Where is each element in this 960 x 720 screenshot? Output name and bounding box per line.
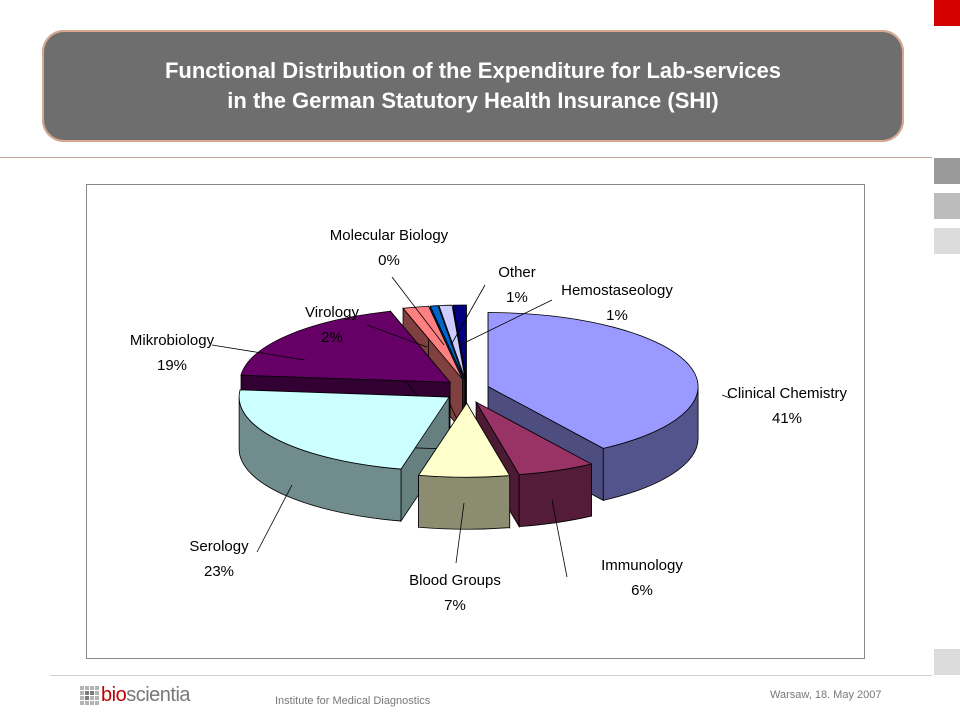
pie-labels: Clinical Chemistry 41% Immunology 6% Blood G… xyxy=(130,227,848,614)
side-square-1 xyxy=(934,158,960,184)
slice-value-virology: 2% xyxy=(321,329,343,346)
leader-line-immunology xyxy=(551,499,568,578)
chart-frame: Clinical Chemistry 41% Immunology 6% Blood G… xyxy=(86,184,865,659)
slice-value-blood-groups: 7% xyxy=(444,597,466,614)
slice-label-serology: Serology xyxy=(189,538,249,555)
pie-slice-clinical-chemistry xyxy=(487,312,699,449)
pie-slice-molecular-biology xyxy=(429,305,465,380)
institute-name: Institute for Medical Diagnostics xyxy=(275,695,431,707)
slice-label-blood-groups: Blood Groups xyxy=(409,572,501,589)
leader-line-clinical-chemistry xyxy=(721,394,731,399)
pie-tops xyxy=(238,304,699,478)
leader-line-virology xyxy=(366,324,428,348)
pie-slice-virology xyxy=(402,305,463,380)
leader-line-blood-groups xyxy=(455,502,465,564)
slice-value-hemostaseology: 1% xyxy=(606,307,628,324)
title-line-1: Functional Distribution of the Expenditu… xyxy=(164,58,782,83)
slice-value-serology: 23% xyxy=(204,563,234,580)
pie-slice-serology xyxy=(238,389,450,470)
pie-side-blood-groups-0 xyxy=(418,474,511,530)
slice-label-immunology: Immunology xyxy=(601,557,683,574)
slice-label-clinical-chemistry: Clinical Chemistry xyxy=(727,385,848,402)
leader-line-other xyxy=(450,284,486,346)
footer-divider xyxy=(50,675,932,676)
side-square-2 xyxy=(934,193,960,219)
title-line-2: in the German Statutory Health Insurance… xyxy=(227,88,719,113)
side-square-3 xyxy=(934,228,960,254)
slice-label-hemostaseology: Hemostaseology xyxy=(561,282,673,299)
slice-label-other: Other xyxy=(498,264,536,281)
place-date: Warsaw, 18. May 2007 xyxy=(770,689,882,701)
pie-chart: Clinical Chemistry 41% Immunology 6% Blood G… xyxy=(130,227,848,614)
leader-line-mikrobiology xyxy=(211,344,306,361)
slice-value-clinical-chemistry: 41% xyxy=(772,410,802,427)
logo-text: bioscientia xyxy=(101,684,191,706)
leader-line-molecular-biology xyxy=(391,276,445,346)
side-square-bottom xyxy=(934,649,960,675)
slice-value-molecular-biology: 0% xyxy=(378,252,400,269)
accent-corner-square xyxy=(934,0,960,26)
slice-label-molecular-biology: Molecular Biology xyxy=(330,227,449,244)
leader-line-serology xyxy=(256,484,293,553)
pie-slice-blood-groups xyxy=(417,402,511,478)
slice-label-virology: Virology xyxy=(305,304,359,321)
slice-value-mikrobiology: 19% xyxy=(157,357,187,374)
title-banner: Functional Distribution of the Expenditu… xyxy=(42,30,904,142)
pie-slice-other xyxy=(438,304,466,380)
slice-value-other: 1% xyxy=(506,289,528,306)
logo-mark-icon xyxy=(80,686,99,705)
pie-slice-immunology xyxy=(475,401,593,476)
header-divider xyxy=(0,157,932,158)
slice-label-mikrobiology: Mikrobiology xyxy=(130,332,215,349)
leader-line-hemostaseology xyxy=(459,299,553,346)
slice-value-immunology: 6% xyxy=(631,582,653,599)
bioscientia-logo: bioscientia xyxy=(80,684,191,707)
pie-slice-mikrobiology xyxy=(240,310,451,383)
